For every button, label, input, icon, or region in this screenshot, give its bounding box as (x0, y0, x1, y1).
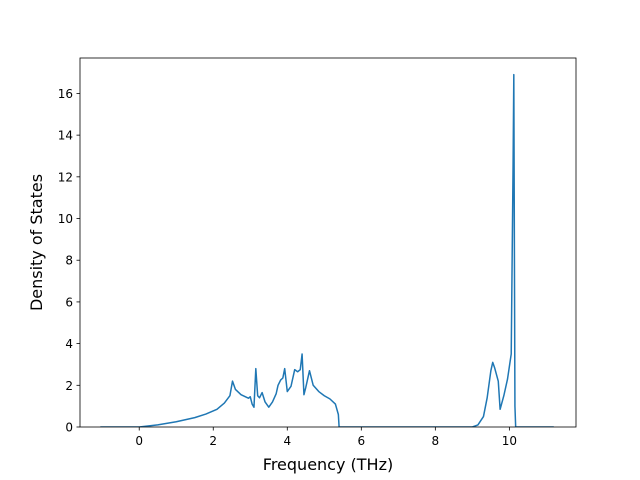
plot-area (100, 73, 554, 427)
y-axis-label: Density of States (27, 174, 46, 311)
x-tick-label: 6 (357, 434, 365, 448)
x-tick-label: 8 (432, 434, 440, 448)
y-tick-label: 0 (65, 421, 73, 435)
plot-frame (79, 57, 577, 428)
x-tick-label: 2 (209, 434, 217, 448)
y-tick-label: 4 (65, 337, 73, 351)
y-tick-label: 14 (58, 129, 73, 143)
x-axis-label: Frequency (THz) (263, 455, 393, 474)
x-tick-label: 0 (135, 434, 143, 448)
y-tick-label: 8 (65, 254, 73, 268)
axis-ticks: 0 2 4 6 8 10 0 2 4 6 8 10 12 14 16 (58, 87, 517, 448)
y-tick-label: 16 (58, 87, 73, 101)
y-tick-label: 2 (65, 379, 73, 393)
y-tick-label: 6 (65, 295, 73, 309)
y-tick-label: 10 (58, 212, 73, 226)
x-tick-label: 4 (283, 434, 291, 448)
x-tick-label: 10 (502, 434, 517, 448)
dos-series-line (100, 73, 554, 427)
y-tick-label: 12 (58, 170, 73, 184)
